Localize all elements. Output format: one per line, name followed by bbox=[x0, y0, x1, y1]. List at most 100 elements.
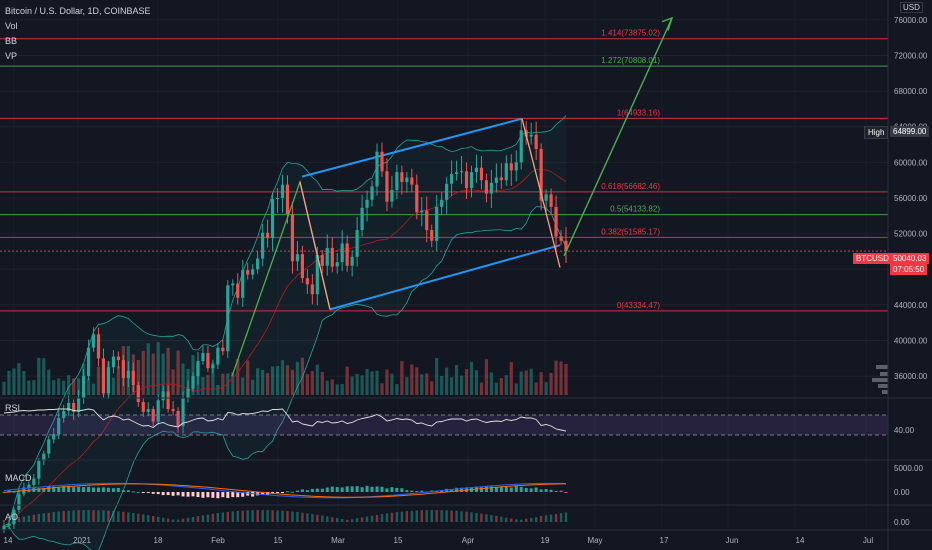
candle-body bbox=[67, 402, 71, 411]
macd-histogram-bar bbox=[156, 492, 160, 495]
price-tick-label: 40000.00 bbox=[894, 337, 928, 346]
currency-label[interactable]: USD bbox=[900, 2, 923, 13]
ao-bar bbox=[410, 510, 414, 522]
volume-bar bbox=[370, 371, 374, 395]
candle-body bbox=[514, 162, 518, 171]
macd-histogram-bar bbox=[440, 490, 444, 492]
macd-histogram-bar bbox=[335, 487, 339, 492]
volume-bar bbox=[385, 369, 389, 395]
price-tick-label: 52000.00 bbox=[894, 230, 928, 239]
symbol-title: Bitcoin / U.S. Dollar, 1D, COINBASE bbox=[5, 6, 151, 16]
candle-body bbox=[559, 236, 563, 241]
ao-bar bbox=[186, 517, 190, 522]
rsi-label[interactable]: RSI bbox=[5, 403, 21, 413]
macd-label[interactable]: MACD bbox=[5, 473, 32, 483]
macd-histogram-bar bbox=[251, 492, 255, 497]
macd-histogram-bar bbox=[320, 488, 324, 492]
volume-bar bbox=[241, 377, 245, 395]
macd-histogram-bar bbox=[295, 490, 299, 492]
indicator-bb[interactable]: BB bbox=[5, 36, 18, 46]
candle-body bbox=[221, 347, 225, 352]
fib-label: 0.618(56682.46) bbox=[601, 182, 660, 191]
ao-bar bbox=[475, 512, 478, 522]
ao-bar bbox=[112, 510, 115, 522]
chart-legend: Bitcoin / U.S. Dollar, 1D, COINBASE Vol … bbox=[5, 4, 151, 64]
ao-bar bbox=[147, 515, 150, 522]
ao-bar bbox=[171, 519, 175, 522]
ao-pane: 0.00 bbox=[2, 510, 910, 527]
macd-histogram-bar bbox=[504, 486, 508, 492]
macd-histogram-bar bbox=[181, 492, 185, 497]
parallel-channel bbox=[301, 117, 561, 311]
volume-bar bbox=[12, 368, 16, 395]
volume-bar bbox=[489, 372, 493, 395]
macd-histogram-bar bbox=[340, 487, 344, 492]
candle-body bbox=[246, 270, 250, 275]
candle-body bbox=[290, 214, 295, 262]
candle-body bbox=[385, 171, 389, 202]
volume-bar bbox=[86, 378, 91, 395]
volume-bar bbox=[261, 369, 265, 395]
candle-body bbox=[425, 210, 429, 231]
candle-body bbox=[166, 391, 170, 410]
candle-body bbox=[564, 240, 568, 252]
ao-bar bbox=[251, 510, 254, 522]
volume-bar bbox=[67, 375, 71, 395]
volume-bar bbox=[256, 368, 260, 395]
candle-body bbox=[474, 167, 479, 173]
candle-body bbox=[231, 283, 235, 286]
macd-histogram-bar bbox=[216, 492, 220, 499]
zigzag-down-leg bbox=[299, 181, 331, 310]
volume-bar bbox=[111, 377, 116, 395]
candle-body bbox=[529, 134, 533, 137]
macd-histogram-bar bbox=[72, 487, 76, 492]
indicator-vp[interactable]: VP bbox=[5, 51, 18, 61]
candle-body bbox=[310, 284, 314, 295]
ao-bar bbox=[216, 513, 220, 522]
volume-bar bbox=[534, 382, 538, 395]
volume-bar bbox=[146, 343, 150, 395]
candle-body bbox=[62, 410, 66, 419]
candle-body bbox=[489, 182, 493, 194]
last-price-badge: 50040.03 bbox=[890, 253, 930, 264]
ao-bar bbox=[181, 518, 185, 522]
ao-bar bbox=[62, 511, 65, 522]
ao-bar bbox=[529, 517, 533, 522]
volume-bar bbox=[22, 371, 26, 395]
candle-body bbox=[12, 509, 16, 525]
volume-bar bbox=[504, 375, 508, 395]
candle-body bbox=[305, 278, 309, 285]
macd-histogram-bar bbox=[62, 486, 66, 492]
ao-bar bbox=[291, 511, 294, 522]
ao-bar bbox=[32, 514, 36, 522]
macd-histogram-bar bbox=[415, 491, 419, 493]
volume-bar bbox=[295, 361, 300, 395]
ao-bar bbox=[316, 514, 319, 522]
ao-bar bbox=[505, 517, 508, 522]
candle-body bbox=[116, 356, 120, 361]
volume-bar bbox=[345, 366, 349, 395]
ao-bar bbox=[27, 515, 31, 522]
bb-lower bbox=[3, 206, 567, 550]
candle-body bbox=[440, 199, 444, 207]
candle-body bbox=[206, 353, 210, 369]
macd-histogram-bar bbox=[345, 486, 349, 492]
volume-bar bbox=[440, 376, 444, 395]
ao-bar bbox=[201, 515, 205, 522]
ao-bar bbox=[321, 515, 324, 522]
time-tick-label: May bbox=[587, 536, 602, 545]
macd-histogram-bar bbox=[241, 492, 245, 497]
ao-bar bbox=[241, 510, 244, 522]
ao-bar bbox=[311, 513, 314, 522]
indicator-vol[interactable]: Vol bbox=[5, 21, 18, 31]
ao-bar bbox=[350, 519, 354, 522]
ao-label[interactable]: AO bbox=[5, 512, 19, 522]
ao-bar bbox=[236, 510, 239, 522]
ao-bar bbox=[286, 511, 289, 522]
ao-bar bbox=[490, 515, 493, 522]
ao-bar bbox=[549, 514, 553, 522]
channel-upper bbox=[301, 117, 523, 178]
macd-histogram-bar bbox=[111, 488, 115, 492]
candle-body bbox=[375, 151, 379, 187]
